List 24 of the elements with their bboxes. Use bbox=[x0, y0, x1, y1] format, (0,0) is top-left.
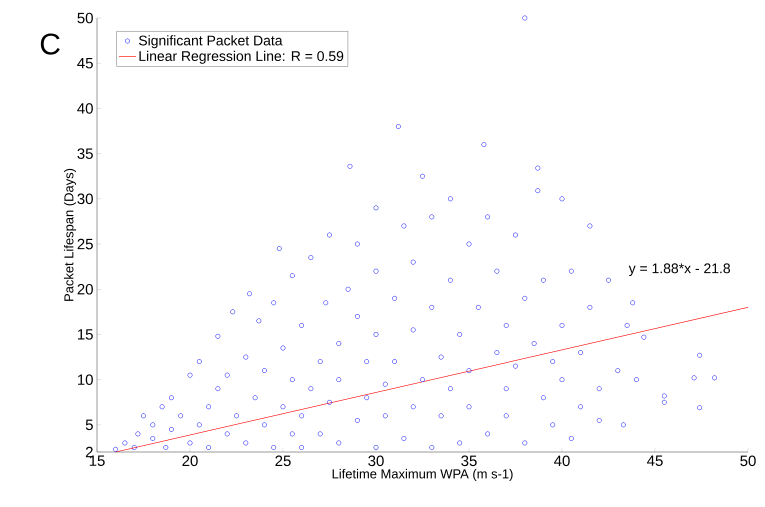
legend-label: Significant Packet Data bbox=[138, 35, 283, 48]
x-tick-label: 30 bbox=[368, 456, 384, 466]
text: C bbox=[40, 33, 60, 55]
y-tick-label: 5 bbox=[86, 420, 93, 430]
y-tick-label: 30 bbox=[77, 194, 93, 204]
y-tick-label: 40 bbox=[77, 103, 93, 114]
legend-label: Linear Regression Line: R = 0.59 bbox=[139, 50, 344, 64]
x-tick-label: 25 bbox=[275, 456, 291, 466]
y-tick-label: 20 bbox=[78, 284, 93, 295]
annotation: y = 1.88*x - 21.8 bbox=[628, 263, 730, 276]
y-tick-label: 35 bbox=[77, 148, 93, 159]
y-tick-label: 50 bbox=[77, 12, 93, 24]
y-tick-label: 10 bbox=[78, 374, 93, 385]
x-tick-label: 35 bbox=[461, 456, 477, 466]
y-tick-label: 2 bbox=[86, 446, 93, 458]
y-axis-title: Packet Lifespan (Days) bbox=[64, 168, 76, 301]
x-tick-label: 20 bbox=[182, 456, 198, 466]
x-tick-label: 40 bbox=[554, 456, 570, 466]
x-tick-label: 50 bbox=[740, 456, 756, 466]
y-tick-label: 15 bbox=[78, 329, 93, 340]
x-tick-label: 45 bbox=[647, 456, 663, 466]
y-tick-label: 45 bbox=[77, 58, 93, 68]
x-axis-title: Lifetime Maximum WPA (m s-1) bbox=[332, 468, 513, 482]
y-tick-label: 25 bbox=[78, 238, 93, 250]
